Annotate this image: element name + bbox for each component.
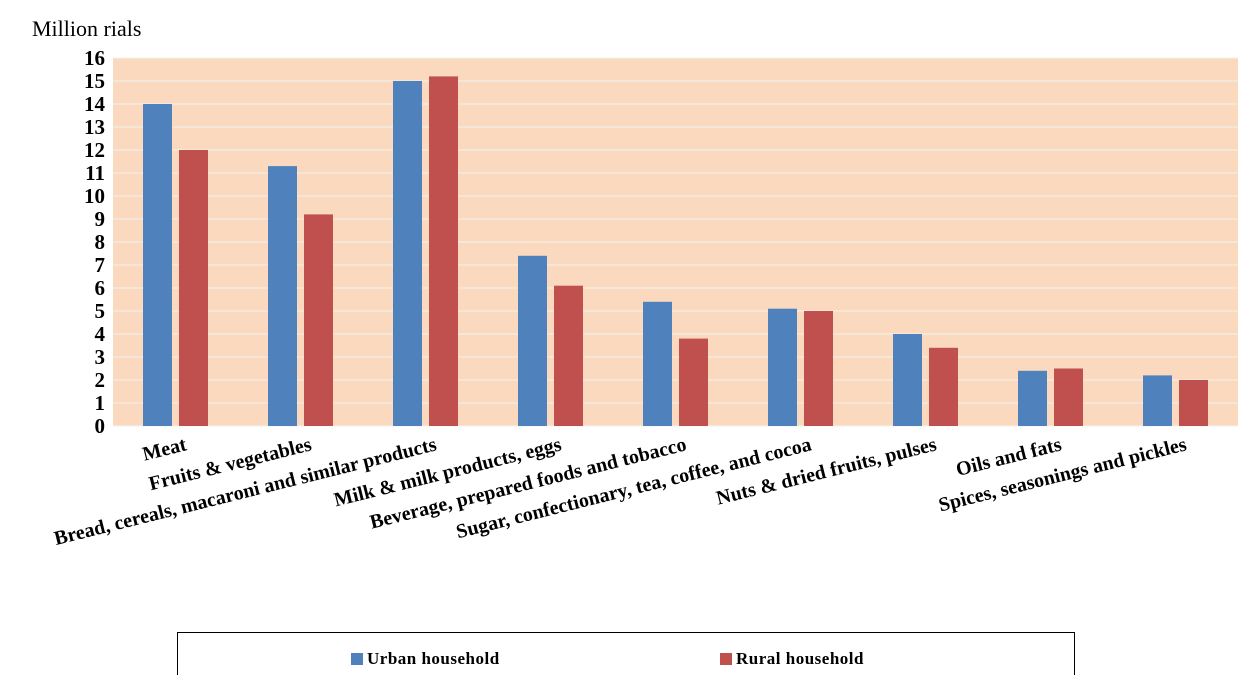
bar-urban: [1018, 370, 1047, 426]
legend-item-rural: Rural household: [720, 649, 864, 669]
x-tick-label: Nuts & dried fruits, pulses: [714, 433, 939, 509]
y-tick-label: 12: [84, 138, 105, 162]
bar-urban: [768, 308, 797, 426]
bar-rural: [304, 214, 333, 426]
y-tick-label: 13: [84, 115, 105, 139]
y-tick-label: 1: [95, 391, 106, 415]
y-tick-label: 14: [84, 92, 106, 116]
y-tick-label: 16: [84, 46, 105, 70]
bar-rural: [1179, 380, 1208, 426]
y-tick-label: 11: [85, 161, 105, 185]
legend-label-rural: Rural household: [736, 649, 864, 668]
bar-urban: [1143, 375, 1172, 426]
x-tick-label: Meat: [140, 433, 189, 465]
bar-rural: [929, 347, 958, 426]
bar-rural: [1054, 368, 1083, 426]
bar-rural: [554, 285, 583, 426]
legend-item-urban: Urban household: [351, 649, 500, 669]
gridlines: [113, 57, 1238, 427]
bar-rural: [429, 76, 458, 427]
bar-urban: [518, 255, 547, 426]
y-tick-label: 6: [95, 276, 106, 300]
legend-label-urban: Urban household: [367, 649, 500, 668]
bars: [143, 76, 1208, 427]
bar-urban: [393, 81, 422, 426]
y-tick-label: 8: [95, 230, 106, 254]
legend-swatch-rural: [720, 653, 732, 665]
y-tick-label: 4: [95, 322, 106, 346]
bar-rural: [679, 338, 708, 426]
bar-urban: [143, 104, 172, 426]
bar-rural: [804, 311, 833, 426]
y-tick-label: 3: [95, 345, 106, 369]
y-tick-label: 2: [95, 368, 106, 392]
legend-swatch-urban: [351, 653, 363, 665]
y-tick-label: 9: [95, 207, 106, 231]
y-tick-label: 15: [84, 69, 105, 93]
y-tick-label: 10: [84, 184, 105, 208]
y-tick-label: 7: [95, 253, 106, 277]
legend: Urban household Rural household: [177, 632, 1075, 675]
y-tick-label: 5: [95, 299, 106, 323]
bar-rural: [179, 150, 208, 426]
bar-urban: [268, 166, 297, 426]
y-axis-label: Million rials: [32, 16, 141, 41]
bar-urban: [893, 334, 922, 426]
y-tick-label: 0: [95, 414, 106, 438]
bar-urban: [643, 301, 672, 426]
